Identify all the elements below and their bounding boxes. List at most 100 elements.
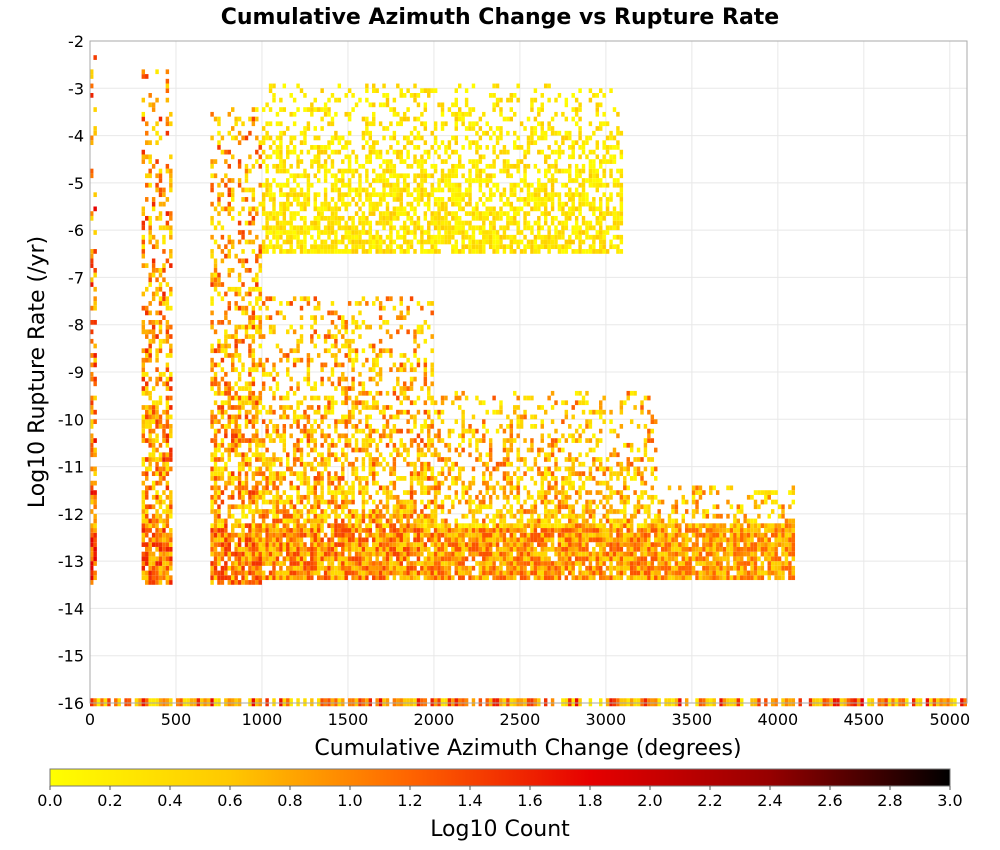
- heatmap-cell: [543, 466, 548, 472]
- heatmap-cell: [660, 518, 665, 524]
- heatmap-cell: [224, 561, 228, 566]
- heatmap-cell: [141, 372, 146, 377]
- heatmap-cell: [715, 542, 720, 547]
- heatmap-cell: [237, 386, 242, 391]
- heatmap-cell: [337, 528, 342, 533]
- heatmap-cell: [691, 542, 696, 547]
- heatmap-cell: [636, 542, 641, 547]
- heatmap-cell: [248, 187, 252, 193]
- heatmap-cell: [454, 561, 458, 566]
- heatmap-cell: [220, 225, 225, 231]
- heatmap-cell: [764, 537, 768, 543]
- heatmap-cell: [265, 499, 269, 505]
- heatmap-cell: [162, 225, 166, 231]
- heatmap-cell: [784, 532, 789, 538]
- heatmap-cell: [375, 556, 379, 562]
- heatmap-cell: [372, 532, 376, 538]
- heatmap-cell: [241, 532, 245, 538]
- heatmap-cell: [282, 447, 287, 453]
- heatmap-cell: [306, 461, 311, 467]
- heatmap-cell: [592, 570, 596, 576]
- heatmap-cell: [574, 537, 579, 543]
- heatmap-cell: [244, 461, 249, 467]
- heatmap-cell: [705, 551, 710, 557]
- heatmap-cell: [327, 513, 331, 519]
- heatmap-cell: [237, 178, 242, 183]
- heatmap-cell: [530, 532, 534, 538]
- heatmap-cell: [155, 424, 159, 429]
- heatmap-cell: [767, 513, 771, 519]
- heatmap-cell: [578, 390, 582, 396]
- heatmap-cell: [169, 424, 173, 429]
- heatmap-cell: [516, 466, 520, 472]
- heatmap-cell: [303, 570, 307, 576]
- heatmap-cell: [533, 575, 538, 581]
- heatmap-cell: [564, 528, 569, 533]
- heatmap-cell: [251, 433, 256, 439]
- heatmap-cell: [667, 485, 672, 491]
- heatmap-cell: [588, 419, 593, 425]
- heatmap-cell: [279, 570, 283, 576]
- heatmap-cell: [286, 537, 290, 543]
- heatmap-cell: [313, 490, 317, 495]
- heatmap-cell: [224, 551, 228, 557]
- heatmap-cell: [265, 296, 269, 302]
- heatmap-cell: [722, 523, 727, 529]
- heatmap-cell: [251, 414, 256, 420]
- heatmap-cell: [145, 546, 149, 552]
- heatmap-cell: [451, 556, 455, 562]
- heatmap-cell: [255, 442, 259, 448]
- heatmap-cell: [347, 409, 352, 415]
- heatmap-cell: [299, 438, 304, 443]
- heatmap-cell: [588, 476, 593, 481]
- heatmap-cell: [406, 518, 410, 524]
- heatmap-cell: [623, 513, 627, 519]
- heatmap-cell: [440, 518, 445, 524]
- heatmap-cell: [141, 438, 146, 443]
- heatmap-cell: [506, 452, 510, 458]
- heatmap-cell: [626, 518, 630, 524]
- heatmap-cell: [616, 523, 620, 529]
- heatmap-cell: [90, 211, 94, 216]
- heatmap-cell: [623, 565, 627, 571]
- heatmap-cell: [402, 490, 407, 495]
- heatmap-cell: [788, 532, 792, 538]
- heatmap-cell: [457, 542, 462, 547]
- heatmap-cell: [550, 532, 555, 538]
- heatmap-cell: [629, 476, 634, 481]
- heatmap-cell: [217, 532, 221, 538]
- heatmap-cell: [375, 480, 379, 486]
- heatmap-cell: [151, 258, 156, 264]
- heatmap-cell: [530, 570, 534, 576]
- heatmap-cell: [268, 509, 273, 514]
- heatmap-cell: [482, 575, 486, 581]
- heatmap-cell: [437, 532, 441, 538]
- heatmap-cell: [327, 447, 331, 453]
- heatmap-cell: [213, 452, 218, 458]
- heatmap-cell: [499, 556, 503, 562]
- heatmap-cell: [616, 476, 620, 481]
- heatmap-cell: [255, 315, 259, 320]
- heatmap-cell: [347, 532, 352, 538]
- heatmap-cell: [509, 556, 514, 562]
- heatmap-cell: [678, 565, 682, 571]
- heatmap-cell: [255, 575, 259, 581]
- heatmap-cell: [354, 546, 359, 552]
- heatmap-cell: [588, 532, 593, 538]
- heatmap-cell: [599, 575, 603, 581]
- heatmap-cell: [248, 130, 252, 136]
- heatmap-cell: [310, 428, 314, 434]
- heatmap-cell: [213, 509, 218, 514]
- heatmap-cell: [519, 556, 524, 562]
- heatmap-cell: [475, 542, 479, 547]
- heatmap-cell: [760, 570, 765, 576]
- heatmap-cell: [595, 551, 600, 557]
- heatmap-cell: [244, 168, 249, 174]
- heatmap-cell: [502, 504, 507, 510]
- heatmap-cell: [151, 485, 156, 491]
- heatmap-cell: [258, 182, 262, 188]
- heatmap-cell: [599, 532, 603, 538]
- heatmap-cell: [213, 272, 218, 278]
- heatmap-cell: [306, 499, 311, 505]
- heatmap-cell: [427, 390, 431, 396]
